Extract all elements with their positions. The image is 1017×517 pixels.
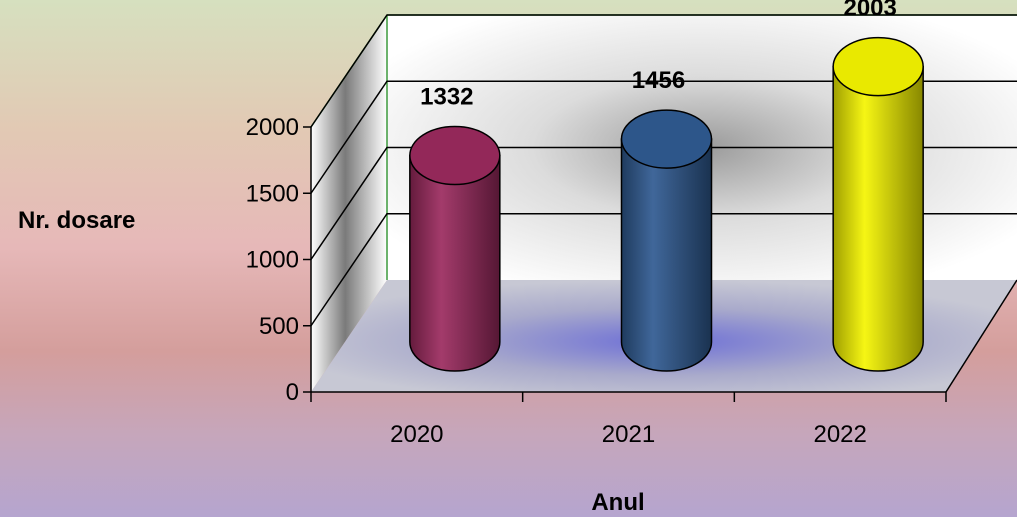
bar-2022: 2003 bbox=[832, 0, 924, 372]
x-tick-label: 2020 bbox=[390, 421, 443, 448]
y-tick-label: 2000 bbox=[246, 114, 299, 141]
gridline bbox=[310, 14, 1017, 128]
data-label: 1456 bbox=[632, 67, 685, 94]
x-tick-label: 2022 bbox=[813, 421, 866, 448]
cylinder-body bbox=[832, 65, 924, 372]
y-tick-label: 1000 bbox=[246, 247, 299, 274]
x-tick-label: 2021 bbox=[602, 421, 655, 448]
cylinder-body bbox=[409, 154, 501, 372]
gridline bbox=[310, 213, 1017, 327]
gridline bbox=[310, 146, 1017, 260]
y-axis-label: Nr. dosare bbox=[18, 207, 135, 234]
axes: 0 500 1000 1500 2000 2020 2021 2022 bbox=[246, 114, 947, 448]
floor-edge-right bbox=[945, 279, 1017, 393]
cylinder-top bbox=[409, 125, 501, 186]
bar-2021: 1456 bbox=[620, 67, 713, 372]
data-label: 2003 bbox=[843, 0, 896, 22]
y-tick-label: 500 bbox=[259, 313, 299, 340]
y-tick-label: 1500 bbox=[246, 180, 299, 207]
bars: 1332 1456 2003 bbox=[409, 0, 924, 372]
cylinder-top bbox=[620, 109, 713, 169]
bar-2020: 1332 bbox=[409, 84, 501, 372]
x-axis-label: Anul bbox=[591, 489, 644, 516]
data-label: 1332 bbox=[420, 84, 473, 111]
gridlines bbox=[310, 14, 1017, 327]
gridline bbox=[310, 80, 1017, 194]
cylinder-body bbox=[620, 138, 713, 372]
y-tick-label: 0 bbox=[286, 379, 299, 406]
cylinder-top bbox=[832, 36, 924, 97]
